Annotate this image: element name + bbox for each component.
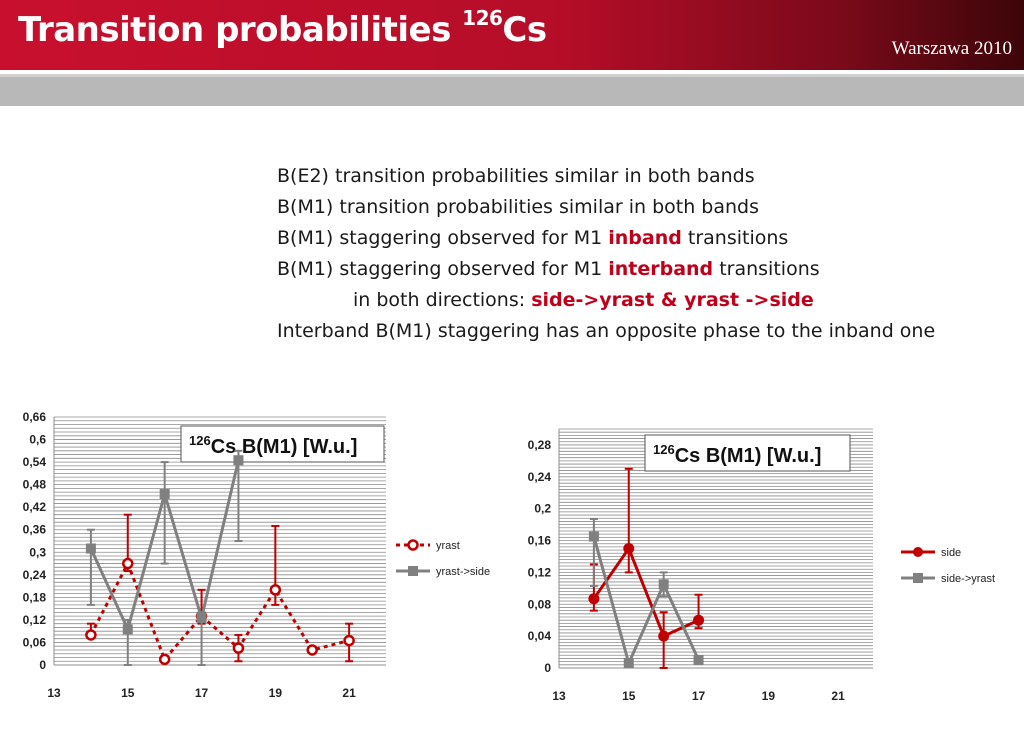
legend-entry: side [901,547,961,559]
y-tick-label: 0,48 [23,478,47,492]
y-tick-label: 0,24 [528,470,552,484]
data-point [269,584,282,596]
data-point [158,653,171,666]
x-tick-label: 17 [692,689,706,703]
data-point [232,642,245,654]
summary-line-3: B(M1) staggering observed for M1 inband … [277,227,789,249]
chart-title-box [180,425,385,463]
series-yrast [85,513,355,666]
title-text: Transition probabilities [18,10,463,50]
header-divider-light [0,74,1024,77]
y-tick-label: 0,04 [528,629,552,643]
legend-entry: side->yrast [901,573,995,585]
data-point [122,624,133,635]
series-line [592,547,700,638]
legend-marker [408,566,418,576]
y-tick-label: 0,66 [23,410,47,424]
y-tick-label: 0,06 [23,635,47,649]
x-tick-label: 21 [342,686,356,700]
summary-line-5: in both directions: side->yrast & yrast … [353,289,814,311]
data-point [588,593,600,605]
x-tick-label: 15 [622,689,636,703]
data-point [623,543,635,554]
x-tick-label: 13 [47,686,61,700]
y-tick-label: 0,28 [528,438,552,452]
data-point [306,644,318,656]
data-point [588,531,599,542]
chart-title: 126Cs B(M1) [W.u.] [189,433,357,458]
y-tick-label: 0,2 [534,502,551,516]
legend-label: yrast->side [436,566,490,578]
y-tick-label: 0,12 [528,565,552,579]
summary-text: B(E2) transition probabilities similar i… [277,161,935,347]
y-tick-label: 0,54 [23,455,47,469]
legend-marker [913,547,923,557]
data-point [85,543,96,554]
header-divider [0,70,1024,74]
series-side [588,467,705,669]
highlight-inband: inband [608,227,682,249]
data-point [196,613,207,624]
series-line [89,562,350,661]
data-point [693,655,704,666]
slide-header: Transition probabilities 126Cs Warszawa … [0,0,1024,70]
legend-label: yrast [436,540,460,552]
data-point [623,658,634,669]
data-point [693,614,705,626]
series-yrast-side [85,449,244,666]
title-element: Cs [502,10,547,50]
header-gray-band [0,77,1024,106]
y-tick-label: 0,3 [29,545,46,559]
highlight-interband: interband [608,258,714,280]
y-tick-label: 0,16 [528,534,552,548]
title-superscript: 126 [462,6,503,30]
legend-marker [913,573,923,583]
venue-label: Warszawa 2010 [891,38,1012,59]
y-tick-label: 0 [39,658,46,672]
data-point [233,455,244,466]
x-tick-label: 21 [831,689,845,703]
slide-title: Transition probabilities 126Cs [18,6,547,50]
chart-left: 0 0,06 0,12 0,18 0,24 0,3 0,36 0,42 0,48 0,54 0,6 0… [23,410,490,700]
y-tick-label: 0,6 [29,433,46,447]
legend-entry: yrast->side [396,566,490,578]
y-tick-label: 0,08 [528,597,552,611]
legend-marker [407,539,419,551]
series-line [592,536,700,665]
legend-entry: yrast [396,539,460,552]
legend-label: side [941,547,961,559]
chart-title-box [644,434,851,472]
y-tick-label: 0,24 [23,568,47,582]
y-tick-label: 0 [544,661,551,675]
x-tick-label: 19 [762,689,776,703]
x-tick-label: 15 [121,686,135,700]
summary-line-1: B(E2) transition probabilities similar i… [277,165,755,187]
summary-line-6: Interband B(M1) staggering has an opposi… [277,320,936,342]
series-side-yrast [588,518,704,669]
summary-line-2: B(M1) transition probabilities similar i… [277,196,759,218]
data-point [122,557,134,570]
data-point [159,489,170,500]
x-tick-label: 17 [195,686,209,700]
legend-label: side->yrast [941,573,995,585]
highlight-directions: side->yrast & yrast ->side [531,289,814,311]
x-tick-label: 19 [269,686,283,700]
data-point [85,629,97,641]
x-tick-label: 13 [552,689,566,703]
data-point [658,579,669,590]
data-point [343,634,355,647]
chart-right: 0 0,04 0,08 0,12 0,16 0,2 0,24 0,28 13 15 17 19 21 12… [528,428,995,703]
y-tick-label: 0,42 [23,500,47,514]
summary-line-4: B(M1) staggering observed for M1 interba… [277,258,820,280]
chart-title: 126Cs B(M1) [W.u.] [653,442,821,467]
y-tick-label: 0,12 [23,613,47,627]
y-tick-label: 0,18 [23,590,47,604]
data-point [658,630,670,642]
y-tick-label: 0,36 [23,523,47,537]
